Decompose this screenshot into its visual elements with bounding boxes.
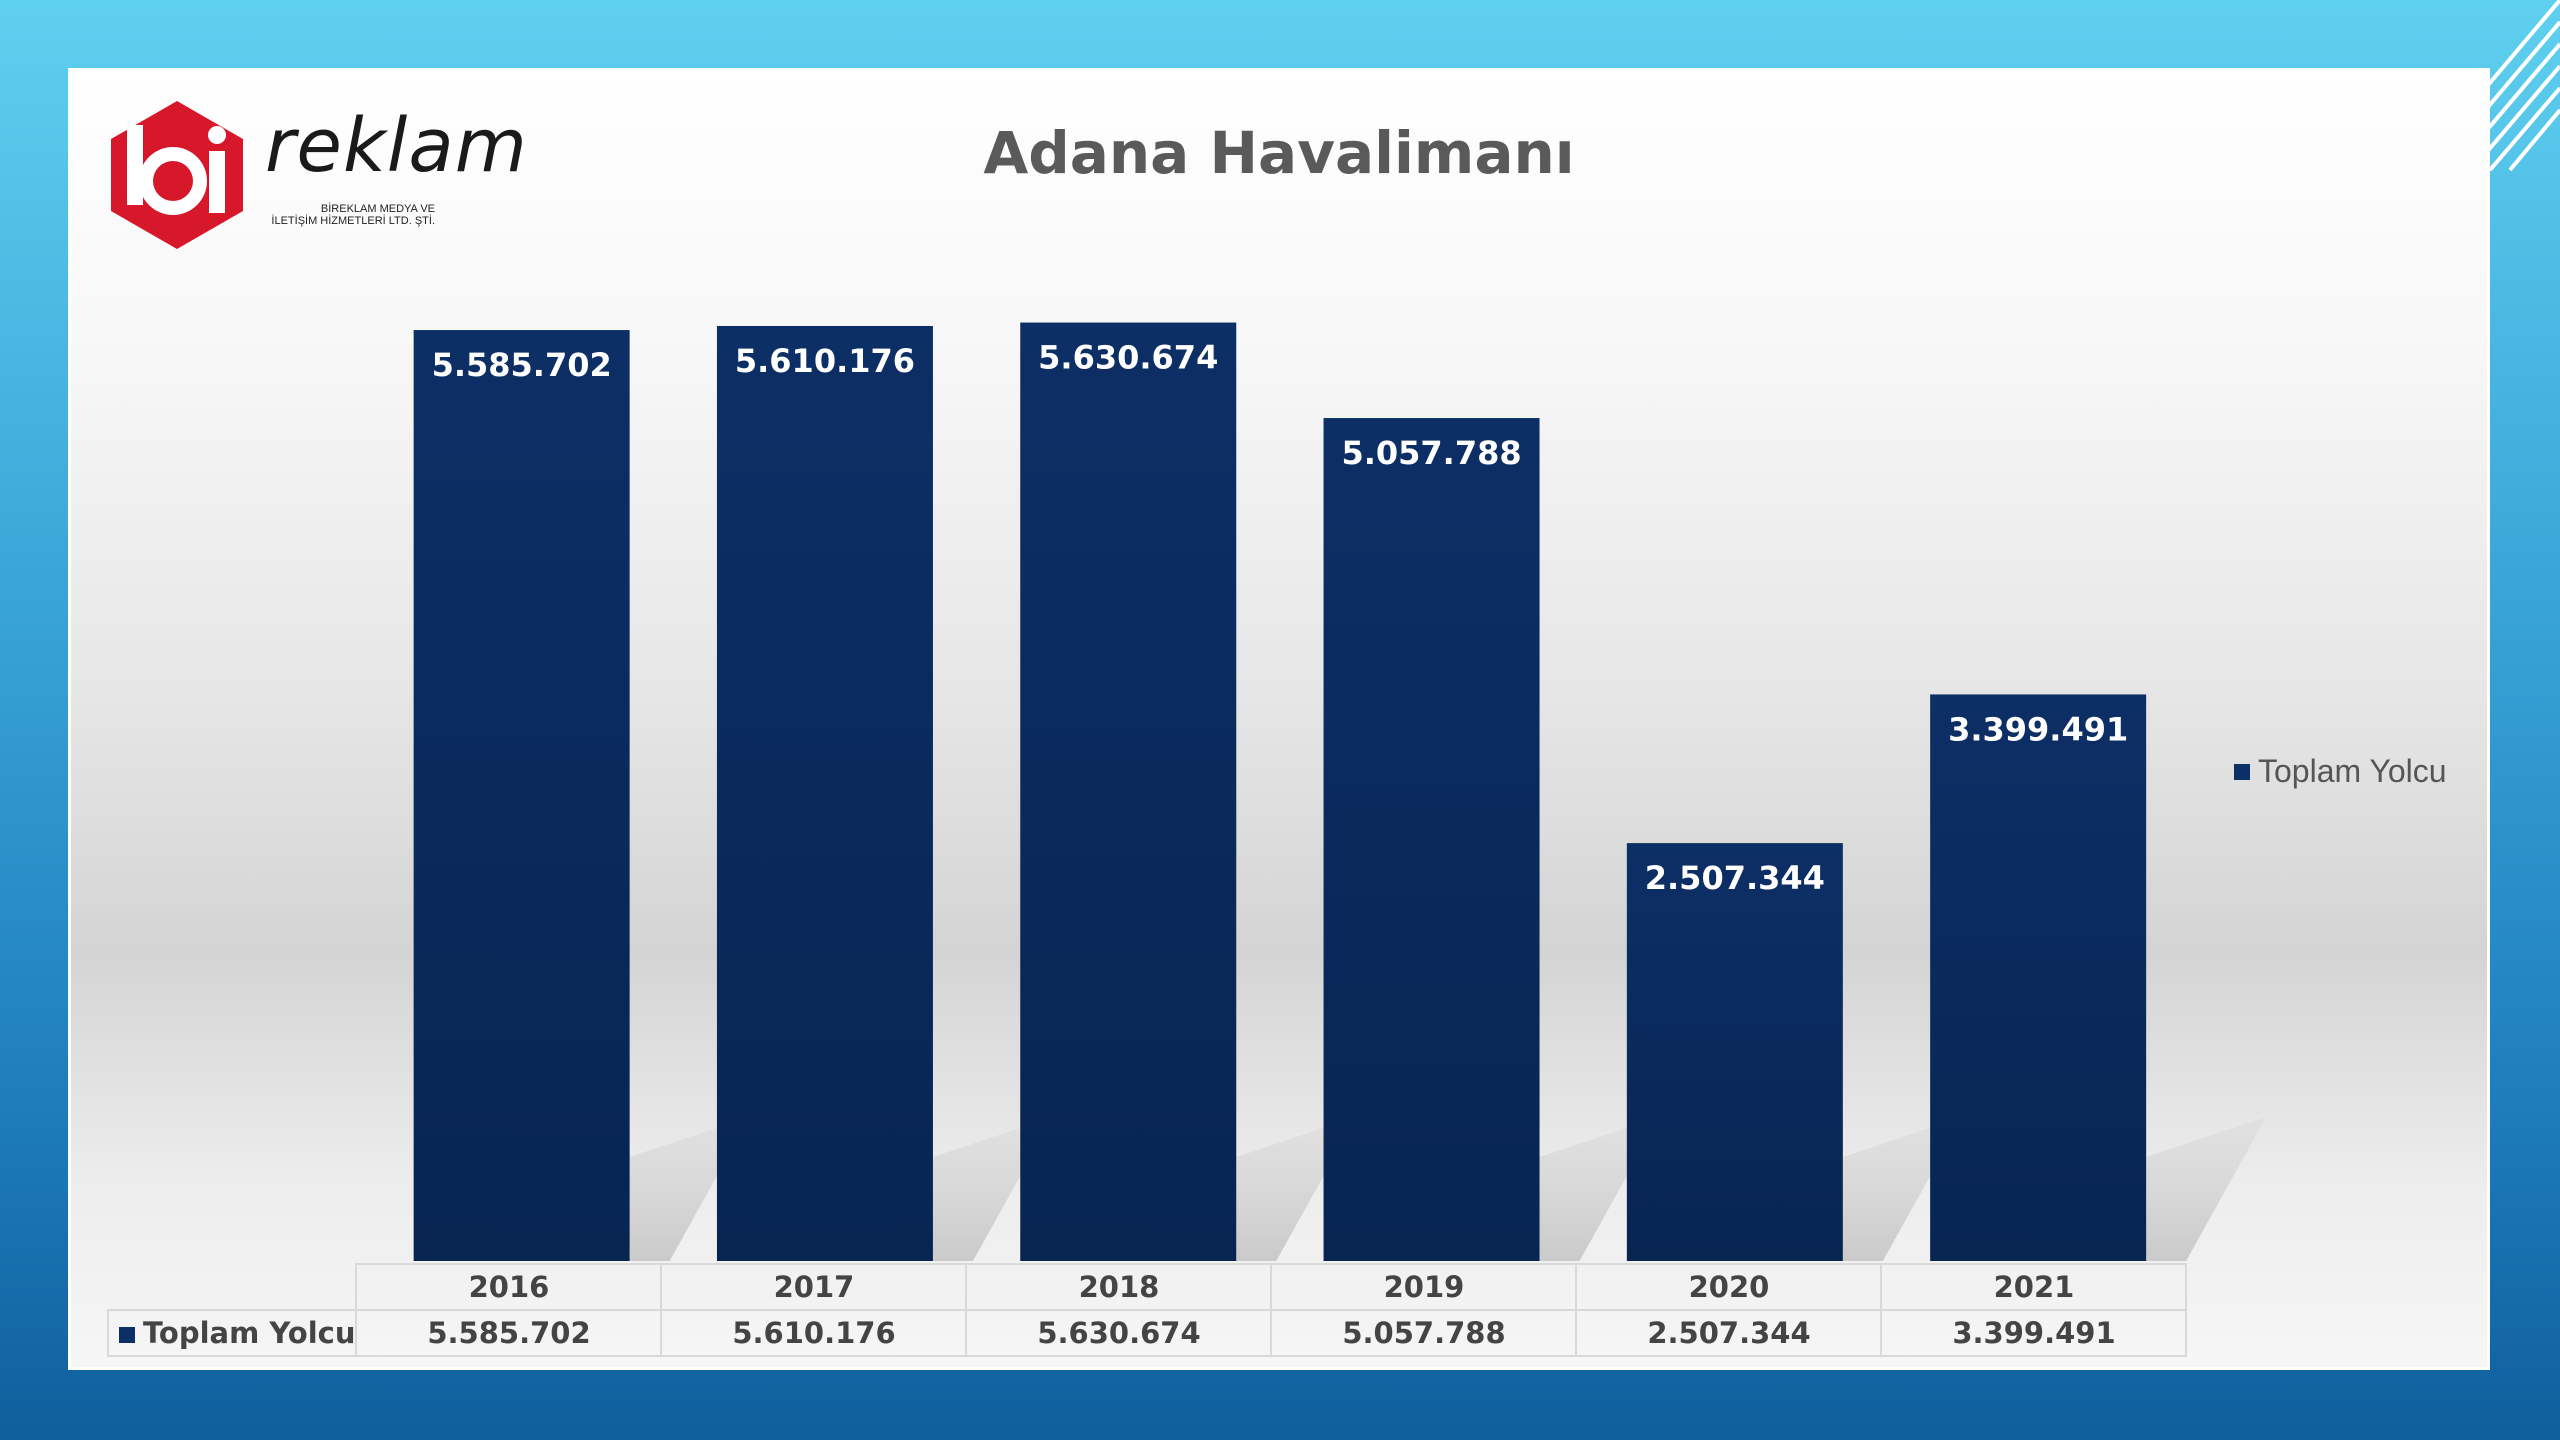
chart-title: Adana Havalimanı — [983, 119, 1575, 187]
bar-2021 — [1930, 694, 2147, 1261]
bar-2018 — [1020, 322, 1237, 1261]
bar-data-label: 5.585.702 — [432, 346, 612, 384]
data-table-corner — [108, 1264, 358, 1311]
category-label-2021: 2021 — [1880, 1263, 2188, 1311]
bar-data-label: 5.057.788 — [1341, 434, 1521, 472]
bar-data-label: 5.610.176 — [735, 342, 915, 380]
category-label-2019: 2019 — [1270, 1263, 1578, 1311]
bar-data-label: 5.630.674 — [1038, 339, 1218, 377]
bar-data-label: 3.399.491 — [1948, 710, 2128, 748]
data-table-header-row: 2016 2017 2018 2019 2020 2021 — [108, 1263, 2188, 1311]
data-table-value: 3.399.491 — [1880, 1309, 2188, 1357]
data-table-value: 2.507.344 — [1575, 1309, 1883, 1357]
logo-subtitle: BİREKLAM MEDYA VE İLETİŞİM HİZMETLERİ LT… — [265, 203, 435, 227]
bar-shadow — [2146, 1117, 2267, 1261]
data-table-value: 5.630.674 — [965, 1309, 1273, 1357]
data-table: 2016 2017 2018 2019 2020 2021 Toplam Yolcu 5.… — [106, 1263, 2188, 1357]
logo-bi-icon — [111, 101, 243, 249]
data-table-value-row: Toplam Yolcu 5.585.702 5.610.176 5.630.674… — [106, 1309, 2188, 1357]
chart-legend: Toplam Yolcu — [2234, 753, 2447, 790]
bar-2017 — [716, 325, 933, 1261]
bar-2020 — [1626, 843, 1843, 1261]
bar-chart: 5.585.702 5.610.176 5.630.674 5.057.788 2.50… — [413, 322, 2267, 1261]
logo-subtitle-line1: BİREKLAM MEDYA VE — [320, 203, 435, 215]
logo-subtitle-line2: İLETİŞİM HİZMETLERİ LTD. ŞTİ. — [271, 215, 435, 227]
legend-label: Toplam Yolcu — [2258, 753, 2447, 789]
category-label-2018: 2018 — [965, 1263, 1273, 1311]
data-table-value: 5.610.176 — [660, 1309, 968, 1357]
category-label-2016: 2016 — [355, 1263, 663, 1311]
category-label-2020: 2020 — [1575, 1263, 1883, 1311]
data-table-value: 5.585.702 — [355, 1309, 663, 1357]
legend-swatch — [2234, 763, 2250, 780]
logo-wordmark: reklam — [265, 103, 528, 189]
bar-2019 — [1323, 418, 1540, 1261]
data-table-series-label: Toplam Yolcu — [106, 1309, 358, 1357]
company-logo: reklam BİREKLAM MEDYA VE İLETİŞİM HİZMET… — [97, 95, 527, 255]
bar-data-label: 2.507.344 — [1645, 859, 1825, 897]
data-table-value: 5.057.788 — [1270, 1309, 1578, 1357]
category-label-2017: 2017 — [660, 1263, 968, 1311]
data-table-series-name: Toplam Yolcu — [143, 1316, 356, 1350]
slide-panel: reklam BİREKLAM MEDYA VE İLETİŞİM HİZMET… — [68, 68, 2490, 1370]
bar-2016 — [413, 330, 630, 1261]
data-table-swatch — [119, 1327, 135, 1343]
